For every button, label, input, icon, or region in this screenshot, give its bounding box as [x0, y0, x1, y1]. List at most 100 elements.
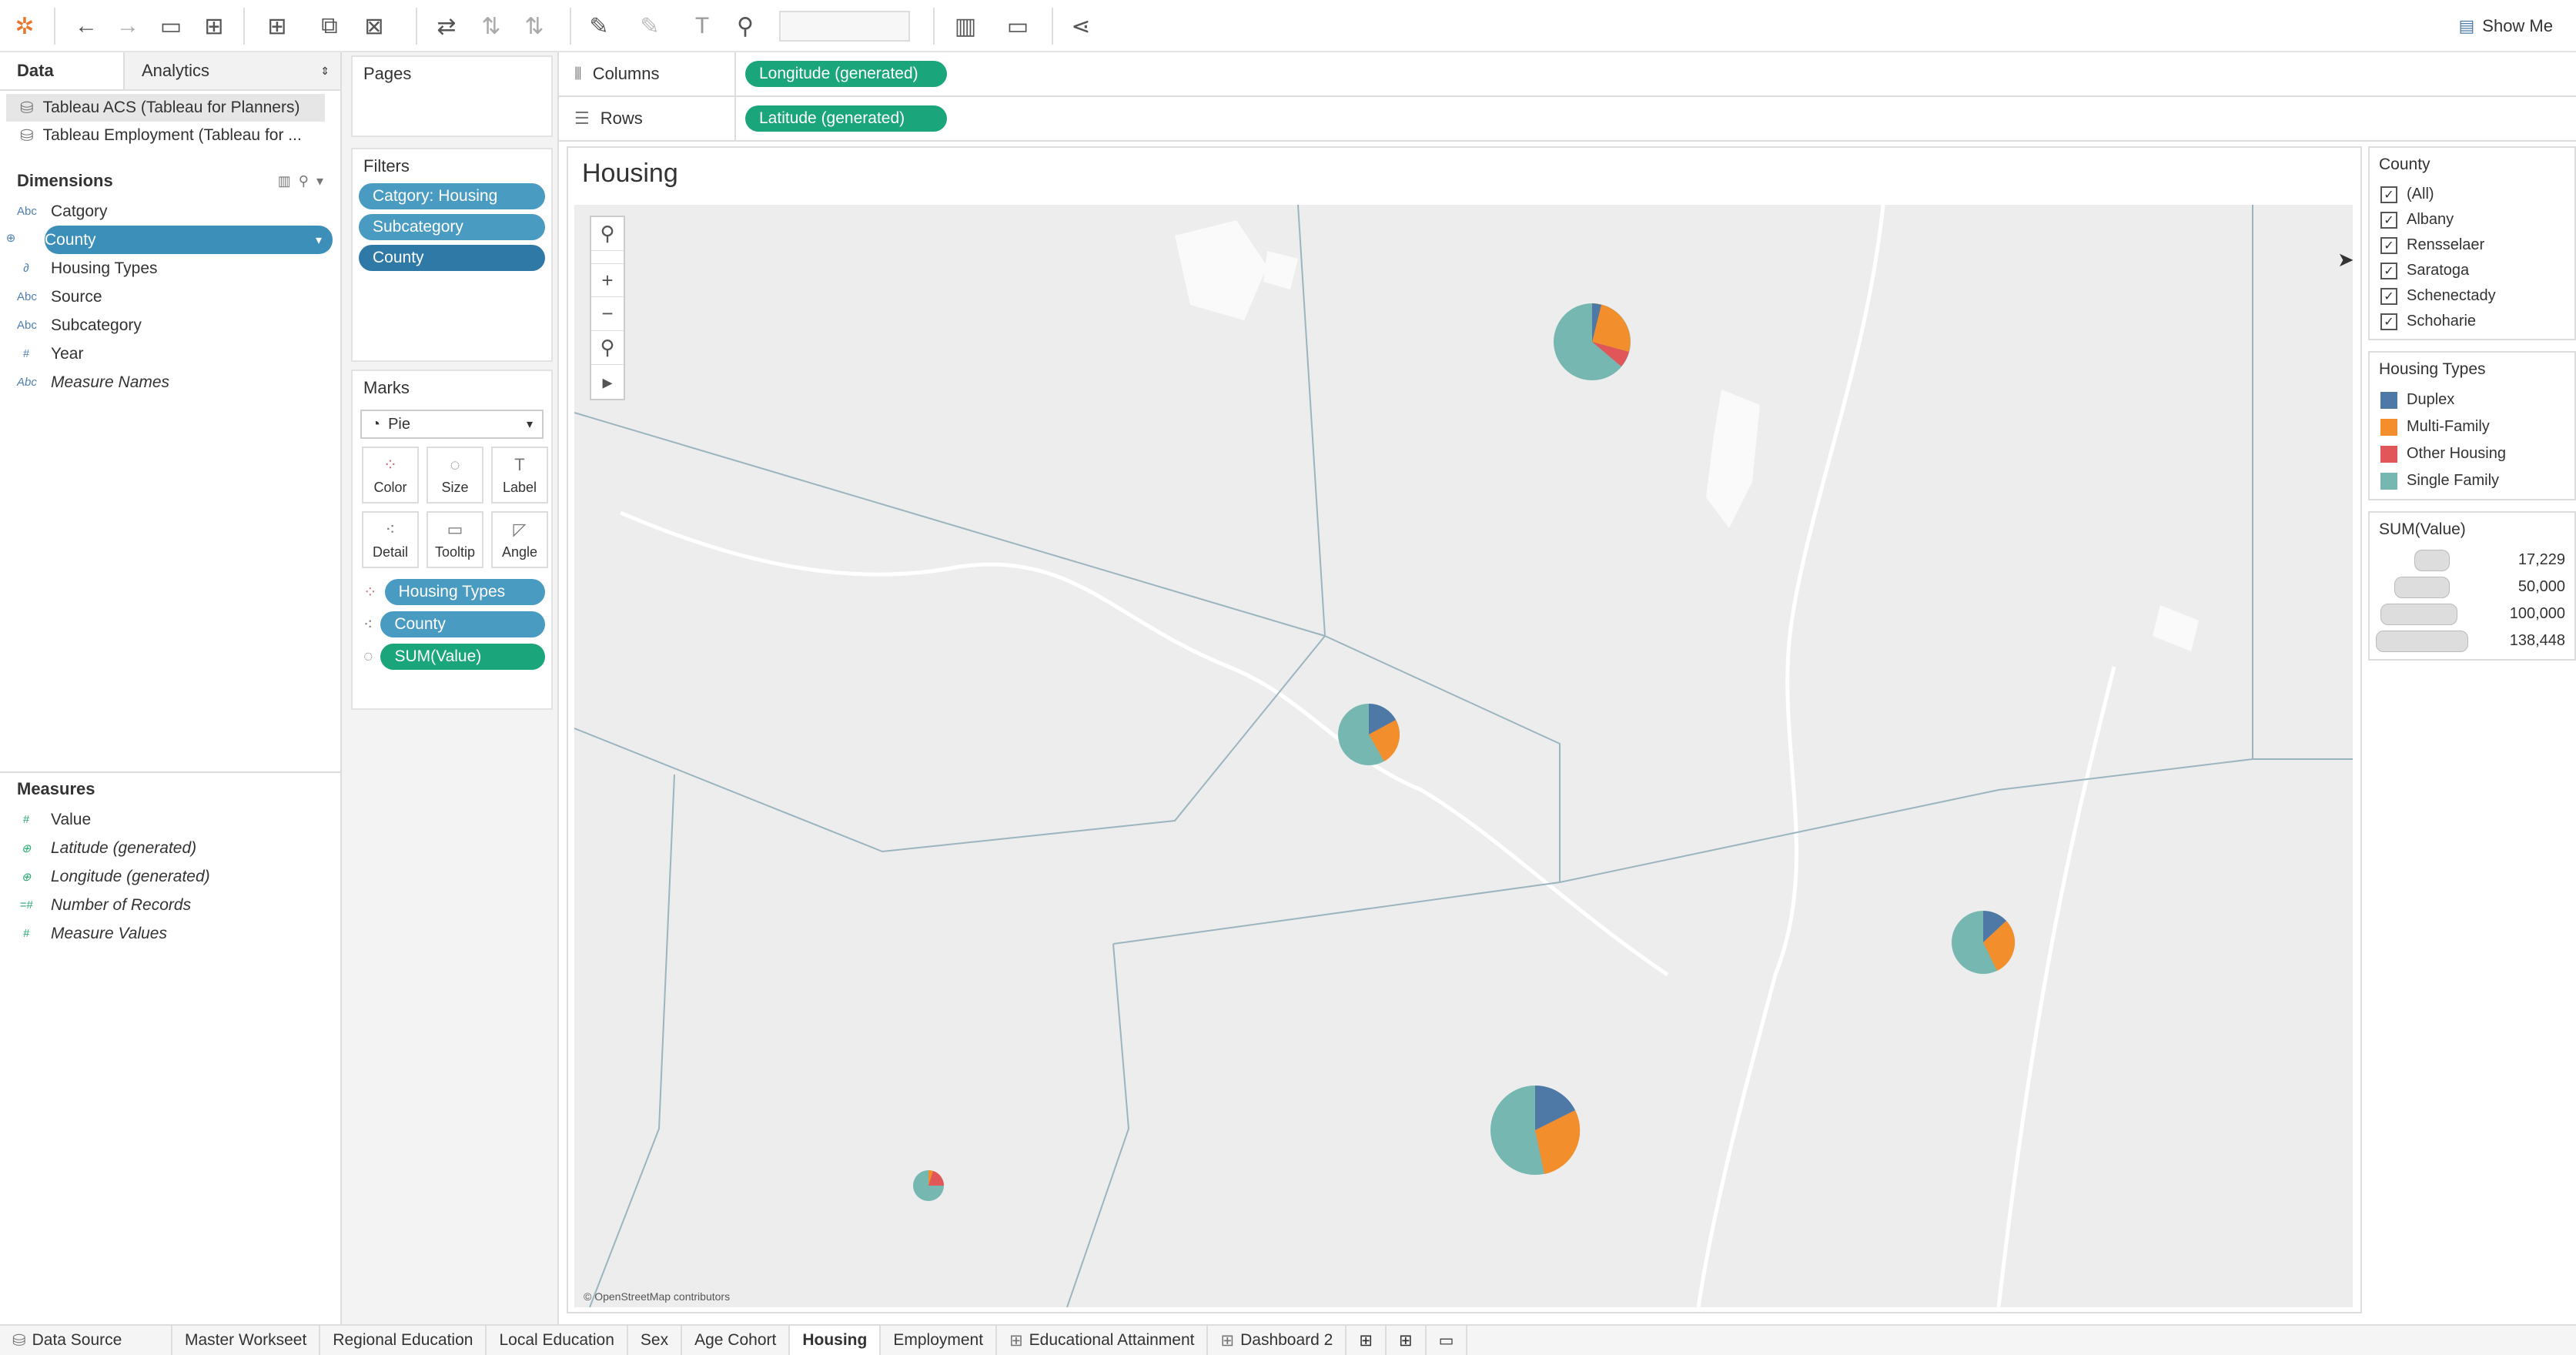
sheet-tab[interactable]: Employment — [881, 1326, 998, 1355]
marks-field-row: ⁖ County — [353, 611, 551, 637]
pie-albany[interactable] — [1490, 1085, 1581, 1175]
tooltip-button[interactable]: ▭ Tooltip — [427, 511, 483, 568]
pie-schoharie[interactable] — [913, 1170, 944, 1201]
dimension-field[interactable]: Abc Measure Names — [0, 368, 340, 396]
save-icon[interactable]: ▭ — [159, 13, 182, 39]
rows-shelf[interactable]: ☰ Rows Latitude (generated) — [559, 97, 2576, 142]
size-button[interactable]: ◌ Size — [427, 447, 483, 504]
field-label: Measure Names — [51, 373, 170, 391]
new-story-button[interactable]: ▭ — [1427, 1326, 1468, 1355]
sort-ascending-icon[interactable]: ⇅ — [481, 13, 501, 39]
dimension-field[interactable]: Abc Source — [0, 283, 340, 311]
group-members-icon[interactable]: ✎ — [640, 13, 660, 39]
redo-icon[interactable]: → — [116, 13, 139, 38]
play-icon[interactable]: ▸ — [602, 370, 613, 393]
map[interactable]: ⚲ + − ⚲ ▸ — [574, 205, 2353, 1307]
show-mark-labels-icon[interactable]: T — [694, 13, 710, 38]
angle-icon: ◸ — [513, 519, 527, 539]
sheet-tab[interactable]: ⊞ Dashboard 2 — [1208, 1326, 1347, 1355]
sheet-tab[interactable]: Local Education — [487, 1326, 628, 1355]
chevron-down-icon[interactable]: ▾ — [315, 233, 322, 247]
measure-field[interactable]: =# Number of Records — [0, 891, 340, 919]
new-datasource-icon[interactable]: ⊞ — [204, 13, 224, 39]
county-checkbox[interactable]: ✓ Schoharie — [2370, 309, 2574, 334]
legend-item[interactable]: Multi-Family — [2370, 413, 2574, 440]
sheet-tab[interactable]: Master Workseet — [172, 1326, 321, 1355]
label-button[interactable]: T Label — [491, 447, 548, 504]
sheet-tab[interactable]: ⊞ Educational Attainment — [997, 1326, 1209, 1355]
new-worksheet-icon[interactable]: ⊞ — [267, 13, 287, 39]
sheet-tab[interactable]: Regional Education — [320, 1326, 487, 1355]
datasource-item[interactable]: ⛁ Tableau ACS (Tableau for Planners) — [6, 94, 325, 122]
map-search-icon[interactable]: ⚲ — [591, 217, 624, 251]
filters-card[interactable]: Filters Catgory: Housing Subcategory Cou… — [351, 148, 553, 362]
legend-item[interactable]: Duplex — [2370, 386, 2574, 413]
pie-saratoga[interactable] — [1554, 303, 1631, 380]
zoom-out-icon[interactable]: − — [591, 297, 624, 331]
sort-descending-icon[interactable]: ⇅ — [524, 13, 544, 39]
show-me-button[interactable]: ▤ Show Me — [2458, 11, 2553, 42]
tableau-logo-icon[interactable]: ✲ — [15, 13, 35, 39]
tab-data[interactable]: Data — [0, 52, 125, 89]
filter-pill[interactable]: Subcategory — [359, 214, 545, 240]
tab-analytics[interactable]: Analytics ⇕ — [125, 52, 340, 89]
pin-icon[interactable]: ⚲ — [591, 331, 624, 365]
legend-label: Other Housing — [2407, 445, 2506, 462]
dimension-field[interactable]: Abc Subcategory — [0, 311, 340, 340]
mark-field-pill[interactable]: SUM(Value) — [380, 644, 545, 670]
sheet-tab[interactable]: Sex — [628, 1326, 683, 1355]
data-source-tab[interactable]: ⛁ Data Source — [0, 1326, 172, 1355]
fix-axes-icon[interactable]: ⚲ — [737, 13, 754, 39]
county-checkbox[interactable]: ✓ Albany — [2370, 207, 2574, 233]
datasource-item[interactable]: ⛁ Tableau Employment (Tableau for ... — [0, 122, 340, 149]
dimension-field[interactable]: # Year — [0, 340, 340, 368]
zoom-in-icon[interactable]: + — [591, 263, 624, 297]
checkbox-icon: ✓ — [2380, 186, 2397, 203]
county-checkbox[interactable]: ✓ (All) — [2370, 182, 2574, 207]
highlight-icon[interactable]: ✎ — [589, 13, 609, 39]
county-checkbox[interactable]: ✓ Schenectady — [2370, 283, 2574, 309]
sheet-tab[interactable]: Age Cohort — [682, 1326, 791, 1355]
detail-button[interactable]: ⁖ Detail — [362, 511, 419, 568]
pie-schenectady[interactable] — [1338, 704, 1400, 765]
duplicate-sheet-icon[interactable]: ⧉ — [321, 13, 338, 38]
measure-field[interactable]: # Value — [0, 805, 340, 834]
legend-item[interactable]: Other Housing — [2370, 440, 2574, 467]
show-cards-icon[interactable]: ▥ — [954, 13, 977, 39]
measure-field[interactable]: # Measure Values — [0, 919, 340, 948]
filter-pill[interactable]: County — [359, 245, 545, 271]
swap-rows-columns-icon[interactable]: ⇄ — [437, 13, 457, 39]
measure-field[interactable]: ⊕ Latitude (generated) — [0, 834, 340, 862]
columns-pill[interactable]: Longitude (generated) — [745, 61, 947, 87]
field-label: Source — [51, 287, 102, 306]
clear-sheet-icon[interactable]: ⊠ — [364, 13, 384, 39]
pie-rensselaer[interactable] — [1952, 911, 2016, 974]
color-button[interactable]: ⁘ Color — [362, 447, 419, 504]
sheet-tab-active[interactable]: Housing — [790, 1326, 882, 1355]
mark-field-pill[interactable]: Housing Types — [384, 579, 545, 605]
dimension-field[interactable]: ∂ Housing Types — [0, 254, 340, 283]
view-toggle-icon[interactable]: ▥ — [277, 172, 299, 189]
search-icon[interactable]: ⚲ — [298, 172, 316, 189]
angle-button[interactable]: ◸ Angle — [491, 511, 548, 568]
dimension-field-county[interactable]: ⊕ County ▾ — [6, 226, 333, 254]
mark-type-dropdown[interactable]: ◔ Pie ▾ — [360, 410, 544, 439]
rows-pill[interactable]: Latitude (generated) — [745, 105, 947, 132]
columns-icon: ⦀ — [574, 64, 582, 83]
dimension-field[interactable]: Abc Catgory — [0, 197, 340, 226]
legend-item[interactable]: Single Family — [2370, 467, 2574, 494]
columns-shelf[interactable]: ⦀ Columns Longitude (generated) — [559, 52, 2576, 97]
mark-field-pill[interactable]: County — [380, 611, 545, 637]
new-dashboard-button[interactable]: ⊞ — [1387, 1326, 1427, 1355]
county-checkbox[interactable]: ✓ Saratoga — [2370, 258, 2574, 283]
undo-icon[interactable]: ← — [75, 13, 98, 38]
fit-dropdown[interactable] — [779, 11, 910, 42]
new-worksheet-button[interactable]: ⊞ — [1347, 1326, 1387, 1355]
pages-card[interactable]: Pages — [351, 55, 553, 137]
county-checkbox[interactable]: ✓ Rensselaer — [2370, 233, 2574, 258]
measure-field[interactable]: ⊕ Longitude (generated) — [0, 862, 340, 891]
share-icon[interactable]: ⋖ — [1071, 13, 1091, 39]
filter-pill[interactable]: Catgory: Housing — [359, 183, 545, 209]
chevron-down-icon[interactable]: ▾ — [316, 172, 331, 189]
presentation-mode-icon[interactable]: ▭ — [1006, 13, 1029, 39]
